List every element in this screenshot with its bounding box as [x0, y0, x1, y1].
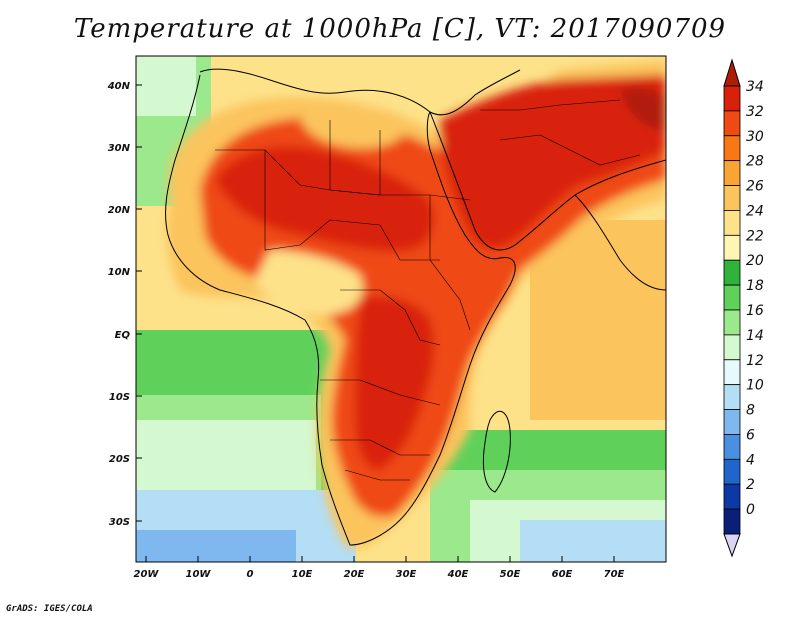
lon-axis: 20W 10W 0 10E 20E 30E 40E 50E 60E 70E [134, 556, 625, 580]
colorbar-label: 30 [746, 129, 764, 145]
land-north-africa-warm [300, 109, 406, 149]
colorbar-label: 34 [746, 79, 764, 95]
colorbar-label: 22 [746, 228, 764, 244]
colorbar-label: 26 [746, 179, 764, 195]
colorbar-swatch [723, 458, 741, 485]
lon-label: 20W [134, 569, 160, 580]
colorbar-label: 8 [746, 403, 755, 419]
lat-label: 40N [107, 81, 131, 92]
colorbar-swatch [723, 359, 741, 386]
lat-label: 10S [109, 392, 130, 403]
lat-label: 30N [108, 143, 131, 154]
lon-label: 70E [604, 569, 625, 580]
colorbar-label: 6 [746, 427, 755, 443]
colorbar-swatch [723, 434, 741, 460]
colorbar-label: 18 [746, 278, 764, 294]
lat-label: 20S [109, 454, 130, 465]
colorbar-swatch [723, 85, 741, 112]
colorbar-label: 16 [746, 303, 764, 319]
lat-label: EQ [115, 330, 131, 341]
colorbar-swatch [723, 185, 741, 211]
field-arabian-sea [530, 220, 666, 420]
colorbar-swatch [723, 409, 741, 435]
mediterranean-coast [199, 68, 521, 116]
colorbar-swatch [723, 110, 741, 137]
field-atlantic-nw [136, 56, 196, 116]
colorbar-label: 14 [746, 328, 764, 344]
colorbar-swatches [723, 85, 741, 535]
colorbar-swatch [723, 259, 741, 286]
colorbar-under-triangle [723, 533, 741, 558]
colorbar-swatch [723, 384, 741, 410]
colorbar-swatch [723, 135, 741, 162]
colorbar-label: 10 [746, 378, 764, 394]
colorbar-label: 0 [746, 502, 755, 518]
field-far-south [136, 530, 296, 562]
colorbar-swatch [723, 284, 741, 311]
colorbar-swatch [723, 334, 741, 361]
colorbar-label: 12 [746, 353, 764, 369]
map-frame [135, 55, 667, 563]
madagascar [482, 410, 511, 493]
colorbar-label: 32 [746, 104, 764, 120]
colorbar-swatch [723, 210, 741, 236]
colorbar-label: 4 [746, 452, 755, 468]
lon-label: 10E [292, 569, 313, 580]
colorbar-over-triangle [723, 58, 741, 87]
country-borders [215, 99, 641, 481]
land-arabia-hottest [440, 75, 666, 250]
colorbar-label: 2 [746, 477, 755, 493]
lon-label: 30E [396, 569, 417, 580]
colorbar-swatch [723, 309, 741, 336]
colorbar-swatch [723, 508, 741, 535]
field-indian-south-blue [520, 520, 666, 562]
land-far-east-hottest [620, 88, 666, 130]
colorbar-label: 28 [746, 154, 764, 170]
land-central-africa-hot [355, 296, 435, 470]
lon-label: 20E [344, 569, 365, 580]
lon-label: 60E [552, 569, 573, 580]
africa-coast [165, 74, 516, 546]
coastlines [165, 68, 666, 546]
map-title: Temperature at 1000hPa [C], VT: 20170907… [73, 14, 727, 44]
lat-label: 10N [108, 267, 131, 278]
colorbar-swatch [723, 234, 741, 261]
lon-label: 0 [247, 569, 254, 580]
lat-label: 30S [109, 517, 130, 528]
india-coast [574, 194, 666, 291]
lon-label: 10W [186, 569, 212, 580]
map-field [136, 56, 666, 562]
lat-axis: 40N 30N 20N 10N EQ 10S 20S 30S [107, 81, 142, 528]
lon-label: 50E [500, 569, 521, 580]
grads-credit: GrADS: IGES/COLA [6, 604, 93, 614]
lon-label: 40E [447, 569, 469, 580]
arabia-red-sea-coast [429, 111, 666, 251]
colorbar-swatch [723, 160, 741, 186]
colorbar-swatch [723, 483, 741, 510]
colorbar-label: 24 [746, 203, 764, 219]
colorbar-label: 20 [746, 253, 764, 269]
lat-label: 20N [108, 205, 131, 216]
land-west-africa-mild [255, 250, 363, 315]
